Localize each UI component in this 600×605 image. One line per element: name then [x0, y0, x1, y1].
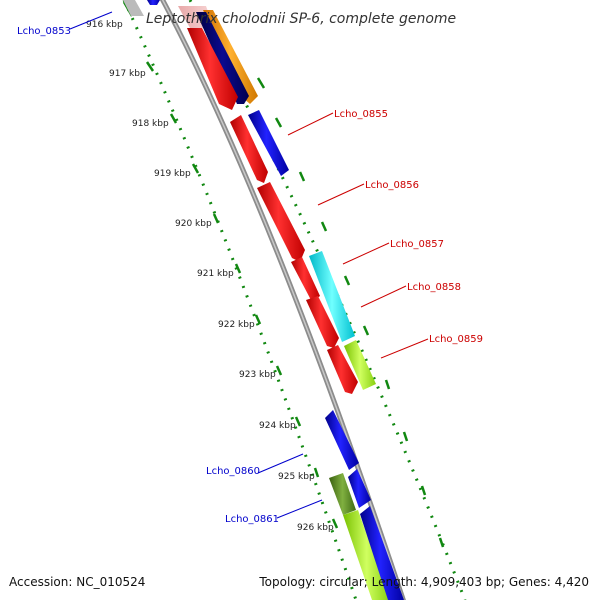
gene-feature-blue-top[interactable] — [147, 0, 160, 5]
gene-label-Lcho_0853[interactable]: Lcho_0853 — [17, 26, 71, 37]
kbp-label: 916 kbp — [86, 20, 123, 30]
kbp-label: 919 kbp — [154, 169, 191, 179]
kbp-label: 918 kbp — [132, 119, 169, 129]
gene-feature-red-1[interactable] — [187, 28, 238, 110]
gene-labels: Lcho_0853 Lcho_0855 Lcho_0856 Lcho_0857 … — [17, 26, 483, 525]
gene-feature-red-0856[interactable] — [257, 182, 305, 262]
genome-title: Leptothrix cholodnii SP-6, complete geno… — [146, 11, 456, 27]
kbp-label: 926 kbp — [297, 523, 334, 533]
leader-lines — [69, 11, 429, 519]
ruler-labels: 916 kbp 917 kbp 918 kbp 919 kbp 920 kbp … — [86, 20, 334, 533]
gene-feature-olive-0861[interactable] — [329, 473, 356, 515]
gene-feature-red-2[interactable] — [230, 115, 268, 183]
kbp-label: 922 kbp — [218, 320, 255, 330]
gene-feature-red-0859[interactable] — [327, 345, 358, 394]
gene-feature-lime-0859[interactable] — [344, 340, 376, 390]
gene-label-Lcho_0855[interactable]: Lcho_0855 — [334, 109, 388, 120]
gene-feature-lime-bottom[interactable] — [343, 510, 390, 600]
kbp-label: 920 kbp — [175, 219, 212, 229]
kbp-label: 924 kbp — [259, 421, 296, 431]
ruler-outer-ticks — [256, 77, 445, 548]
gene-label-Lcho_0861[interactable]: Lcho_0861 — [225, 514, 279, 525]
gene-feature-red-0858[interactable] — [306, 296, 339, 348]
gene-feature-cyan-0857[interactable] — [309, 251, 355, 342]
kbp-label: 925 kbp — [278, 472, 315, 482]
accession-text: Accession: NC_010524 — [9, 575, 145, 589]
kbp-label: 917 kbp — [109, 69, 146, 79]
gene-label-Lcho_0857[interactable]: Lcho_0857 — [390, 239, 444, 250]
gene-feature-red-0857[interactable] — [291, 257, 320, 302]
gene-label-Lcho_0859[interactable]: Lcho_0859 — [429, 334, 483, 345]
gene-label-Lcho_0858[interactable]: Lcho_0858 — [407, 282, 461, 293]
gene-features — [123, 0, 404, 600]
gene-feature-navy[interactable] — [196, 12, 249, 104]
gene-label-Lcho_0860[interactable]: Lcho_0860 — [206, 466, 260, 477]
gene-feature-blue-0855[interactable] — [248, 110, 289, 176]
genome-summary-text: Topology: circular; Length: 4,909,403 bp… — [258, 575, 589, 589]
gene-feature-blue-small[interactable] — [348, 469, 371, 508]
kbp-label: 923 kbp — [239, 370, 276, 380]
kbp-label: 921 kbp — [197, 269, 234, 279]
ruler-track-outer — [188, 0, 467, 601]
gene-feature-grey-top[interactable] — [123, 0, 144, 16]
gene-feature-blue-0860[interactable] — [325, 410, 359, 470]
gene-feature-blue-bottom[interactable] — [360, 506, 404, 600]
gene-label-Lcho_0856[interactable]: Lcho_0856 — [365, 180, 419, 191]
